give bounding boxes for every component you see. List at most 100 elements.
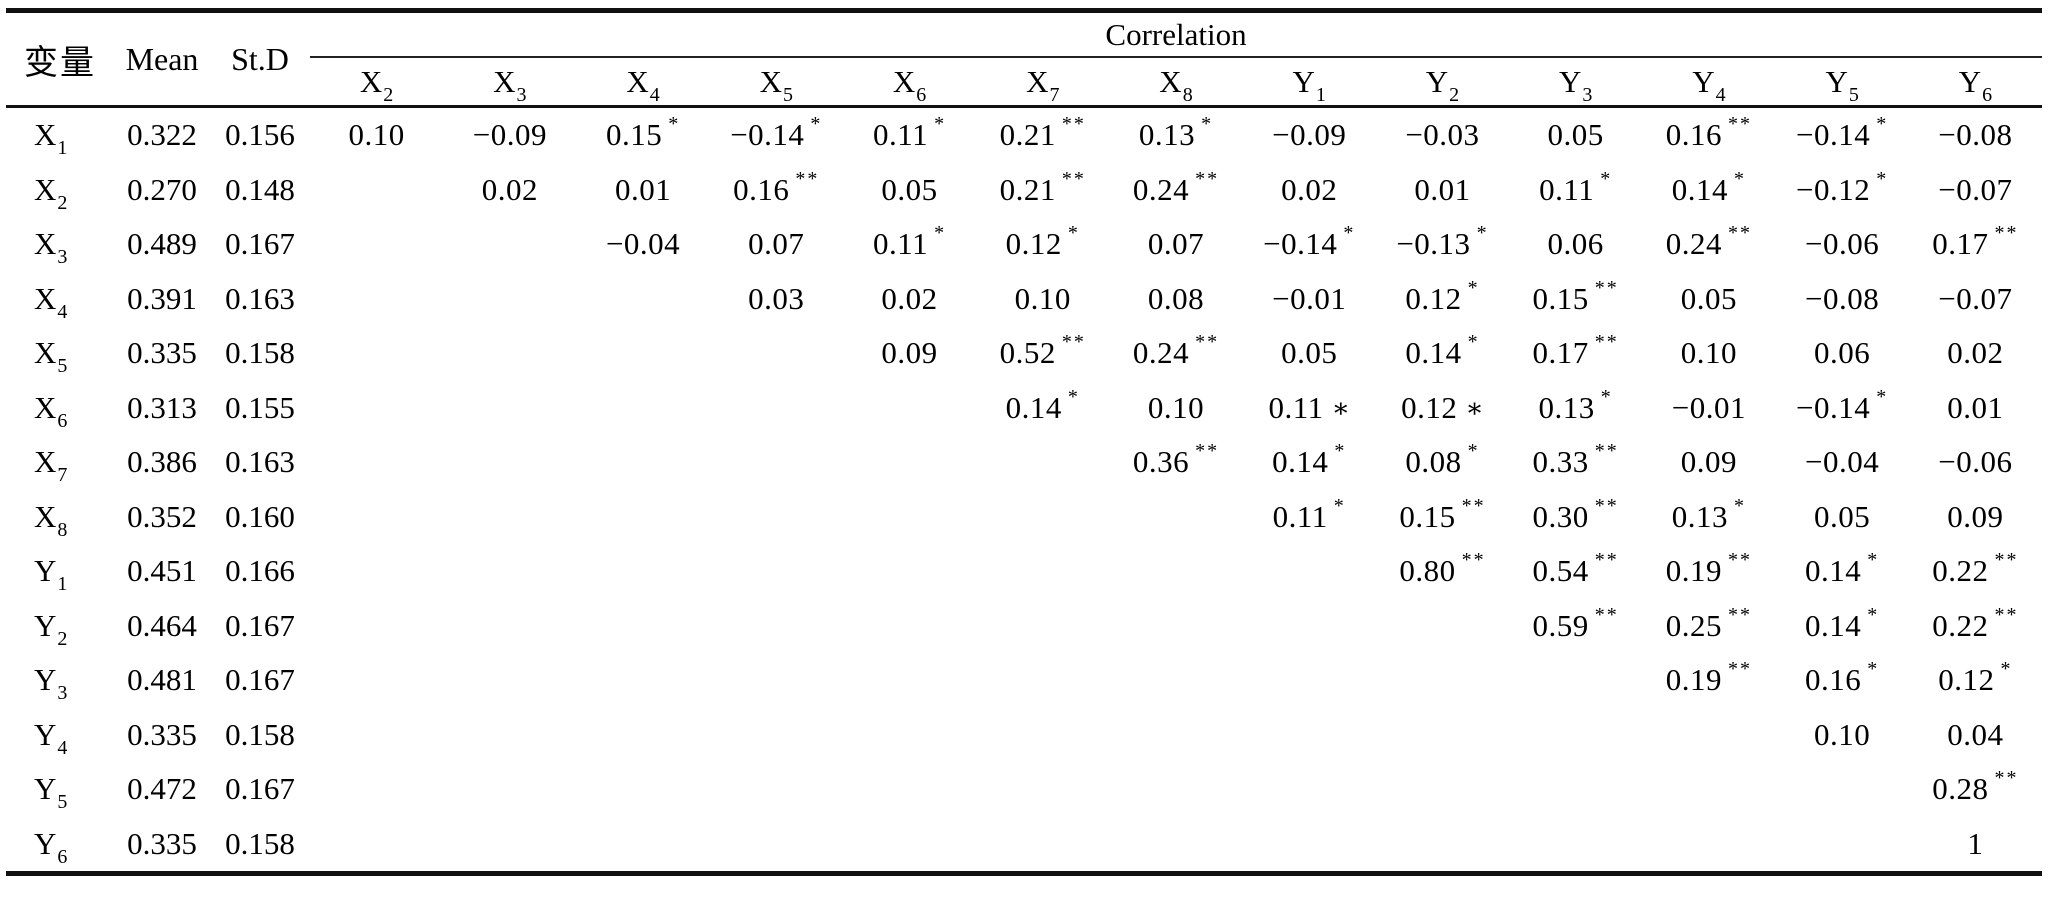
corr-value: −0.09 [1272,117,1347,153]
corr-cell: −0.04 [576,226,709,262]
variable-name: X3 [493,63,527,106]
corr-value: −0.07 [1938,280,2013,316]
variable-name: X1 [34,117,68,160]
row-label: Y3 [6,662,114,703]
corr-value: 0.24 [1665,226,1723,262]
corr-value: 0.01 [1414,171,1471,207]
corr-value: −0.14 [1796,389,1871,425]
corr-cell: 0.24 ** [1665,222,1753,262]
significance-mark: ∗ [1331,393,1350,424]
table-row: X2 0.270 0.148 0.02 0.01 0.16 ** 0.05 0.21 ** 0.24… [6,163,2042,218]
row-label: Y6 [6,825,114,868]
corr-cell: 0.06 [1509,226,1642,262]
corr-cell: 0.80 ** [1399,549,1486,589]
corr-value: 0.28 [1932,771,1989,807]
corr-cell: 0.10 [976,281,1109,317]
corr-cell: −0.09 [1243,117,1376,153]
corr-value: 0.36 [1132,444,1190,480]
variable-name: Y5 [1825,63,1859,106]
corr-cell: 0.24 ** [1132,167,1220,207]
std-value: 0.158 [225,335,295,371]
corr-cell: 0.22 ** [1932,603,2019,643]
corr-cell: 0.22 ** [1932,549,2019,589]
corr-cell: 0.11 * [872,113,947,153]
corr-value: 0.09 [1947,498,2004,534]
corr-cell: −0.14 * [730,113,823,153]
col-header-y5: Y5 [1776,63,1909,106]
corr-cell: 0.14 * [1805,603,1880,643]
col-header-y3: Y3 [1509,63,1642,106]
mean-value: 0.451 [127,553,197,589]
corr-value: 0.16 [1805,662,1862,698]
corr-cell: −0.14 * [1263,222,1356,262]
table-header: 变量 Mean St.D Correlation X2 X3 X4 X5 X6 X7 X8 Y… [6,13,2042,105]
row-label: X8 [6,498,114,541]
corr-value: 0.14 [1671,171,1729,207]
std-value: 0.156 [225,117,295,153]
corr-cell: 1 [1909,826,2042,862]
std-value: 0.163 [225,280,295,316]
corr-cell: 0.12 * [1938,658,2013,698]
corr-value: 0.14 [1272,444,1329,480]
corr-value: −0.13 [1396,226,1471,262]
row-label: X4 [6,281,114,322]
corr-cell: −0.01 [1243,281,1376,317]
mean-value: 0.489 [127,226,197,262]
corr-cell: 0.05 [1642,281,1775,317]
corr-cell: 0.14 * [1671,167,1747,207]
corr-value: 0.08 [1147,280,1205,316]
corr-cell: 0.03 [710,281,843,317]
corr-value: 0.10 [1814,716,1871,752]
col-header-x2: X2 [310,64,443,105]
corr-value: 0.05 [1281,335,1338,371]
corr-value: 0.14 [1005,389,1062,425]
variable-name: Y6 [34,825,68,868]
corr-cell: 0.17 ** [1932,222,2019,262]
mean-value: 0.335 [127,716,197,752]
mean-value: 0.335 [127,335,197,371]
corr-cell: 0.10 [310,117,443,153]
col-header-x5: X5 [710,64,843,105]
corr-value: −0.01 [1671,389,1747,425]
std-value: 0.158 [225,825,295,861]
corr-cell: 0.09 [1642,444,1775,480]
corr-cell: −0.07 [1909,172,2042,208]
corr-value: 0.12 [1938,662,1995,698]
row-label: X3 [6,226,114,267]
variable-name: X8 [34,498,68,541]
corr-value: −0.12 [1796,171,1871,207]
correlation-table: 变量 Mean St.D Correlation X2 X3 X4 X5 X6 X7 X8 Y… [6,8,2042,876]
top-rule [6,8,2042,13]
corr-cell: 0.05 [1776,499,1909,535]
corr-value: 0.04 [1947,716,2004,752]
table-row: Y2 0.464 0.167 0.59 ** 0.25 ** 0.14 * 0.22 ** [6,599,2042,654]
corr-value: 0.11 [1539,171,1595,207]
table-row: X7 0.386 0.163 0.36 ** 0.14 * 0.08 * 0.33 ** 0.09 −0… [6,435,2042,490]
corr-cell: 0.02 [1243,172,1376,208]
variable-name: Y5 [34,771,68,814]
corr-cell: −0.14 * [1796,385,1889,425]
corr-value: 0.09 [881,335,938,371]
variable-name: Y6 [1958,63,1993,106]
corr-value: −0.09 [472,117,547,153]
variable-header: 变量 [24,44,96,82]
variable-name: X2 [34,171,68,214]
variable-name: Y1 [1292,63,1326,106]
variable-name: Y3 [1558,63,1593,106]
corr-subheaders: X2 X3 X4 X5 X6 X7 X8 Y1 Y2 Y3 Y4 Y5 Y6 [310,58,2042,105]
corr-cell: 0.12 * [1405,276,1480,316]
std-value: 0.167 [225,226,295,262]
col-header-y1: Y1 [1243,63,1376,106]
corr-value: 0.80 [1399,553,1456,589]
corr-value: 0.05 [1680,280,1738,316]
table-row: X4 0.391 0.163 0.03 0.02 0.10 0.08 −0.01 0.12 * 0.… [6,272,2042,327]
corr-cell: 0.13 * [1671,494,1747,534]
bottom-rule [6,871,2042,876]
significance-mark: ∗ [1465,393,1484,424]
variable-name: X7 [1026,63,1060,106]
mean-value: 0.386 [127,444,197,480]
corr-cell: 0.52 ** [999,331,1086,371]
corr-cell: 0.16 ** [733,167,820,207]
corr-cell: 0.10 [1776,717,1909,753]
corr-value: 0.01 [614,171,672,207]
